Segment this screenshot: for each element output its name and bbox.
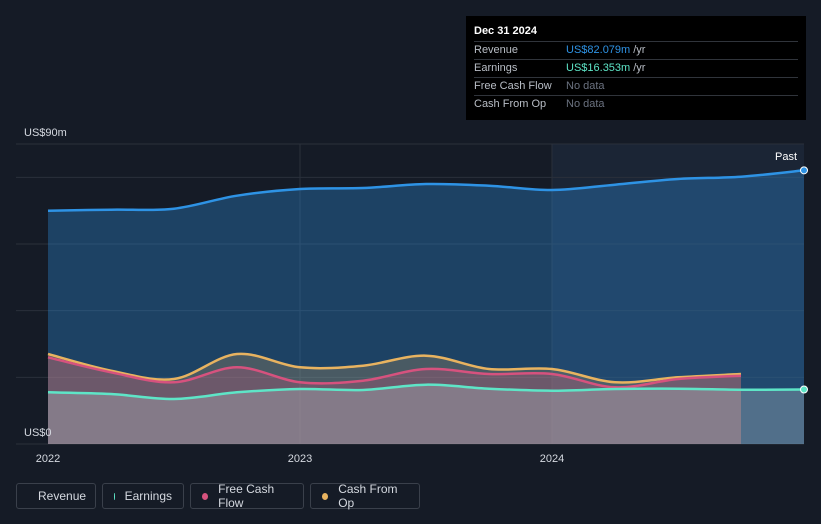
tooltip-unit: /yr (633, 62, 646, 74)
earnings-end-point (800, 385, 808, 394)
tooltip-value: No data (566, 98, 605, 110)
tooltip-row-free-cash-flow: Free Cash Flow No data (474, 77, 798, 95)
free-cash-flow-area (48, 357, 741, 444)
x-tick-label: 2022 (36, 453, 60, 465)
chart-legend: Revenue Earnings Free Cash Flow Cash Fro… (16, 482, 420, 511)
x-tick-label: 2023 (288, 453, 312, 465)
tooltip-label: Earnings (474, 62, 518, 74)
tooltip-value: US$16.353m (566, 62, 631, 74)
tooltip-panel: Dec 31 2024 Revenue US$82.079m /yr Earni… (466, 16, 806, 120)
past-label: Past (775, 151, 797, 163)
legend-label: Cash From Op (338, 482, 398, 510)
legend-item-revenue[interactable]: Revenue (16, 483, 96, 509)
free-cash-flow-line (47, 356, 742, 389)
legend-label: Earnings (124, 489, 172, 503)
tooltip-unit: /yr (633, 44, 646, 56)
x-tick-label: 2024 (540, 453, 564, 465)
legend-label: Free Cash Flow (218, 482, 275, 510)
cash-from-op-line (47, 352, 742, 384)
tooltip-label: Free Cash Flow (474, 80, 552, 92)
tooltip-value: No data (566, 80, 605, 92)
tooltip-value: US$82.079m (566, 44, 631, 56)
legend-item-cash-from-op[interactable]: Cash From Op (310, 482, 420, 510)
tooltip-label: Revenue (474, 44, 519, 56)
revenue-line (47, 169, 805, 212)
earnings-area (48, 384, 804, 444)
highlight-region (552, 144, 804, 444)
revenue-area (48, 170, 804, 445)
tooltip-row-earnings: Earnings US$16.353m /yr (474, 59, 798, 77)
legend-dot-icon (322, 492, 329, 500)
earnings-line (47, 383, 805, 401)
legend-label: Revenue (38, 489, 87, 503)
y-axis-top-label: US$90m (24, 127, 67, 139)
tooltip-date: Dec 31 2024 (474, 25, 537, 37)
tooltip-row-cash-from-op: Cash From Op No data (474, 95, 798, 113)
legend-dot-icon (114, 492, 115, 500)
legend-item-free-cash-flow[interactable]: Free Cash Flow (190, 482, 304, 510)
tooltip-row-revenue: Revenue US$82.079m /yr (474, 41, 798, 59)
legend-dot-icon (202, 492, 209, 500)
legend-item-earnings[interactable]: Earnings (102, 483, 184, 509)
y-axis-bottom-label: US$0 (24, 427, 52, 439)
tooltip-label: Cash From Op (474, 98, 547, 110)
chart-area: US$90m US$0 Past 2022 2023 2024 (16, 127, 808, 465)
revenue-end-point (800, 166, 808, 175)
